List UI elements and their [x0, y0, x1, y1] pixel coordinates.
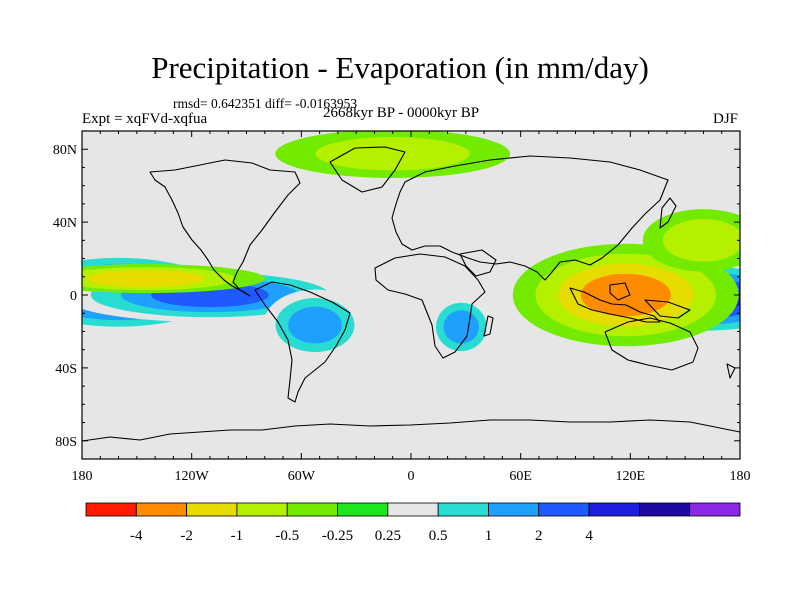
colorbar-swatch	[337, 502, 389, 517]
field-feature-2-level-2	[87, 270, 205, 288]
lon-tick-label: 120W	[175, 469, 210, 484]
colorbar-swatch	[186, 502, 238, 517]
colorbar-swatch	[638, 502, 691, 517]
colorbar-swatch	[538, 502, 590, 517]
colorbar-swatch	[85, 502, 137, 517]
stats-line: rmsd= 0.642351 diff= -0.0163953	[173, 96, 358, 111]
coast-africa	[374, 253, 486, 359]
colorbar-label: -2	[180, 528, 193, 544]
colorbar-label: -1	[231, 528, 244, 544]
colorbar-swatch	[437, 502, 489, 517]
coast-madagascar	[483, 315, 494, 337]
colorbar-label: -0.5	[275, 528, 299, 544]
lat-tick-label: 40N	[53, 216, 77, 231]
colorbar-label: -4	[130, 528, 143, 544]
colorbar-label: 4	[585, 528, 593, 544]
colorbar-swatch	[588, 502, 640, 517]
coast-eurasia	[391, 155, 669, 281]
lat-tick-label: 0	[70, 289, 77, 304]
field-feature-5-level-2	[443, 310, 479, 344]
season-label: DJF	[712, 111, 738, 127]
colorbar-swatch	[689, 502, 741, 517]
coast-new-guinea	[644, 299, 691, 319]
colorbar-label: 0.25	[375, 528, 401, 544]
coastlines	[82, 146, 740, 442]
lon-tick-label: 180	[730, 469, 751, 484]
map-axes: 80N 40N 0 40S 80S 180 120W 60W 0 60E 120E 180	[53, 131, 751, 484]
colorbar-swatch	[236, 502, 288, 517]
field-feature-4-level-2	[288, 306, 342, 344]
field-feature-7-level-1	[662, 219, 740, 262]
lat-tick-label: 80S	[55, 435, 77, 450]
colorbar-swatch	[387, 502, 439, 517]
coast-greenland	[329, 146, 406, 193]
lon-tick-label: 180	[72, 469, 93, 484]
lat-tick-label: 40S	[55, 362, 77, 377]
field-feature-6-level-3	[580, 273, 671, 317]
coast-indonesia	[569, 287, 661, 323]
figure-title: Precipitation - Evaporation (in mm/day)	[151, 50, 649, 85]
field-feature-8-level-1	[315, 137, 470, 171]
lat-tick-label: 80N	[53, 143, 77, 158]
precip-field	[82, 131, 740, 361]
colorbar-label: 2	[535, 528, 543, 544]
colorbar-swatch	[488, 502, 540, 517]
map-panel	[81, 130, 741, 460]
coast-australia	[604, 317, 699, 371]
coast-arabia	[459, 249, 497, 277]
colorbar-swatch	[286, 502, 338, 517]
lon-tick-label: 60E	[509, 469, 532, 484]
coast-borneo	[609, 282, 631, 301]
coast-north-america	[149, 159, 301, 297]
coast-japan	[659, 197, 677, 229]
colorbar-swatch	[135, 502, 188, 517]
colorbar-label: 1	[485, 528, 493, 544]
colorbar-label: -0.25	[322, 528, 353, 544]
colorbar-label: 0.5	[429, 528, 448, 544]
time-period: 2668kyr BP - 0000kyr BP	[323, 105, 480, 121]
coast-antarctica	[82, 419, 740, 442]
lon-tick-label: 120E	[616, 469, 646, 484]
coast-new-zealand	[726, 363, 736, 379]
coast-south-america	[254, 281, 351, 403]
colorbar: -4 -2 -1 -0.5 -0.25 0.25 0.5 1 2 4	[85, 502, 741, 544]
lon-tick-label: 0	[408, 469, 415, 484]
experiment-label: Expt = xqFVd-xqfua	[82, 111, 208, 127]
lon-tick-label: 60W	[288, 469, 316, 484]
